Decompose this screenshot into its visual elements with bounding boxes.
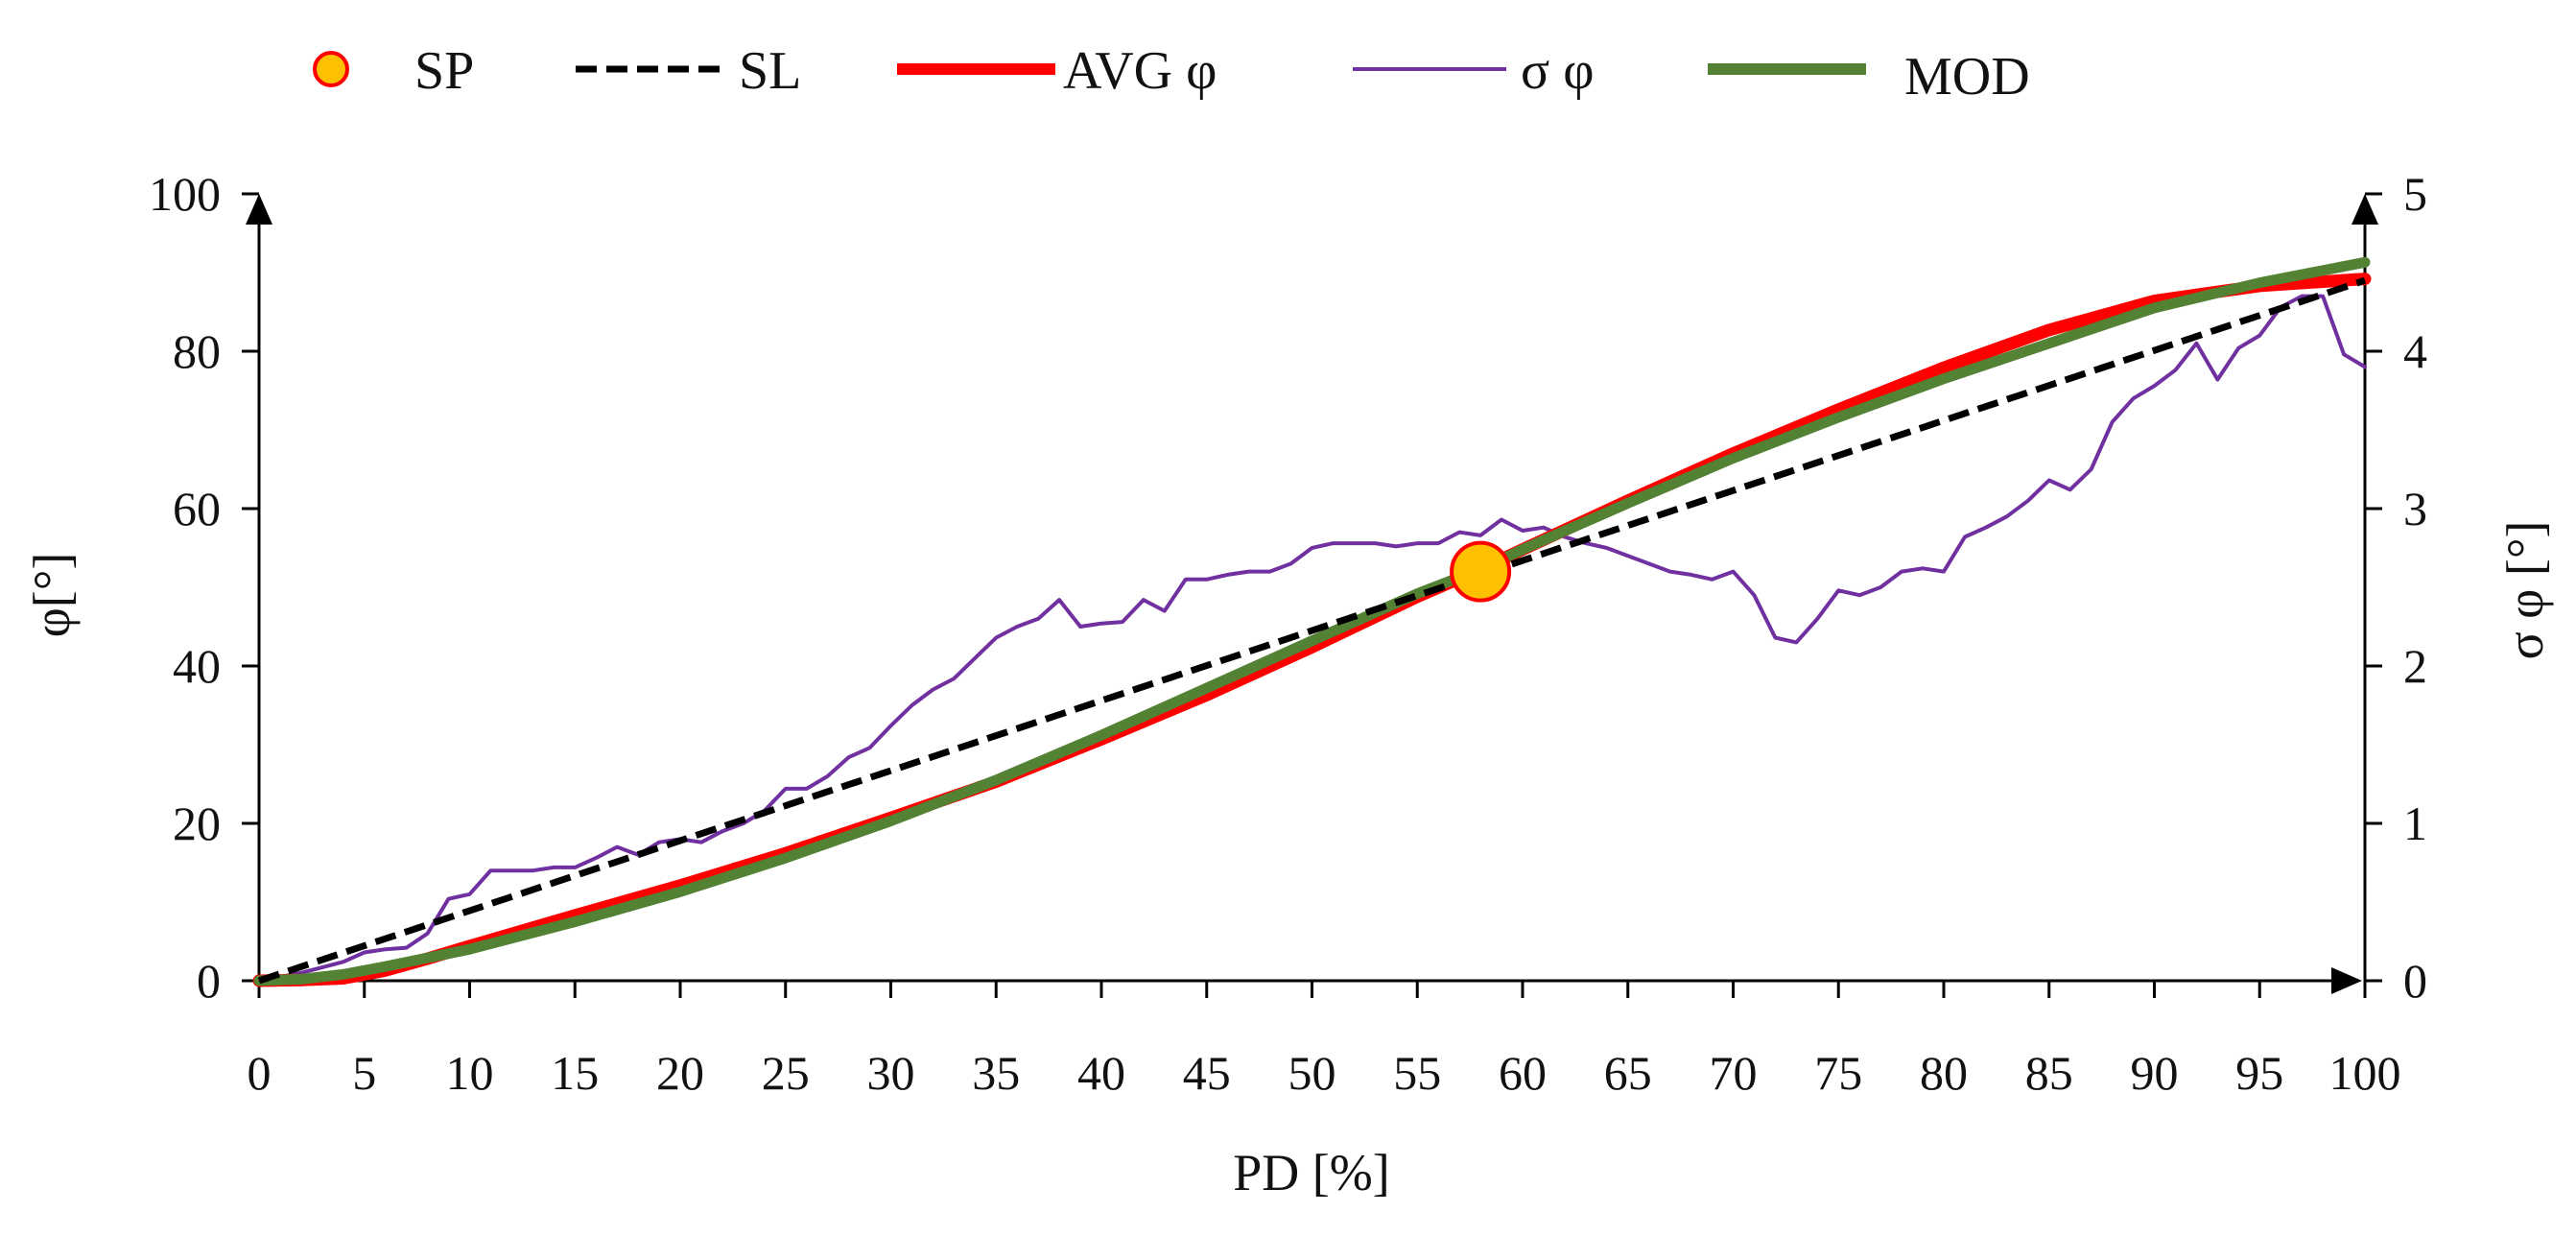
- y-left-tick-label: 0: [197, 954, 221, 1008]
- legend: SP SL AVG φ σ φ MOD: [313, 41, 2030, 107]
- x-tick-label: 75: [1814, 1046, 1862, 1100]
- x-tick-label: 35: [972, 1046, 1020, 1100]
- legend-mod-label: MOD: [1904, 47, 2030, 107]
- y-axis-right-arrow: [2351, 194, 2378, 225]
- x-axis-arrow: [2331, 967, 2362, 994]
- y-right-tick-label: 2: [2403, 639, 2427, 693]
- legend-sp-marker: [313, 51, 349, 87]
- x-tick-label: 65: [1604, 1046, 1652, 1100]
- y-right-tick-label: 1: [2403, 796, 2427, 850]
- x-tick-label: 20: [656, 1046, 704, 1100]
- sp-point: [1450, 540, 1512, 603]
- x-tick-label: 85: [2025, 1046, 2073, 1100]
- series-mod-line: [253, 256, 2371, 986]
- y-left-tick-label: 80: [173, 324, 221, 378]
- y-axis-left-arrow: [246, 194, 272, 225]
- y-right-tick-label: 3: [2403, 482, 2427, 535]
- x-tick-label: 90: [2131, 1046, 2179, 1100]
- x-tick-label: 50: [1288, 1046, 1336, 1100]
- points-layer: [1450, 540, 1512, 603]
- y-right-tick-label: 4: [2403, 324, 2427, 378]
- legend-sigma-label: σ φ: [1521, 41, 1595, 101]
- y-left-tick-label: 20: [173, 796, 221, 850]
- x-tick-label: 70: [1710, 1046, 1758, 1100]
- x-tick-label: 5: [352, 1046, 376, 1100]
- y-right-tick-label: 5: [2403, 167, 2427, 221]
- x-tick-label: 100: [2329, 1046, 2401, 1100]
- y-axis-right-title: σ φ [°]: [2496, 521, 2554, 660]
- x-tick-label: 40: [1077, 1046, 1125, 1100]
- legend-sl-label: SL: [739, 41, 801, 101]
- legend-sp-label: SP: [414, 41, 474, 101]
- x-tick-label: 10: [446, 1046, 494, 1100]
- legend-avg-label: AVG φ: [1063, 41, 1217, 101]
- x-tick-label: 15: [551, 1046, 599, 1100]
- axes: [246, 194, 2378, 994]
- x-tick-label: 0: [248, 1046, 272, 1100]
- x-tick-label: 60: [1499, 1046, 1547, 1100]
- x-tick-label: 45: [1183, 1046, 1231, 1100]
- x-tick-label: 95: [2235, 1046, 2283, 1100]
- x-tick-label: 80: [1920, 1046, 1968, 1100]
- y-axis-left-title: φ[°]: [23, 553, 81, 638]
- y-left-tick-label: 100: [149, 167, 221, 221]
- ticks: 0 5 10 15 20 25 30 35 40 45 50 55 60 65 70 75 80 85 90 95 10…: [149, 167, 2427, 1100]
- y-left-tick-label: 40: [173, 639, 221, 693]
- series-layer: [252, 256, 2372, 987]
- x-tick-label: 55: [1393, 1046, 1441, 1100]
- x-tick-label: 25: [762, 1046, 810, 1100]
- y-left-tick-label: 60: [173, 482, 221, 535]
- series-sl-line: [257, 276, 2367, 985]
- x-axis-title: PD [%]: [1233, 1144, 1389, 1201]
- x-tick-label: 30: [867, 1046, 915, 1100]
- y-right-tick-label: 0: [2403, 954, 2427, 1008]
